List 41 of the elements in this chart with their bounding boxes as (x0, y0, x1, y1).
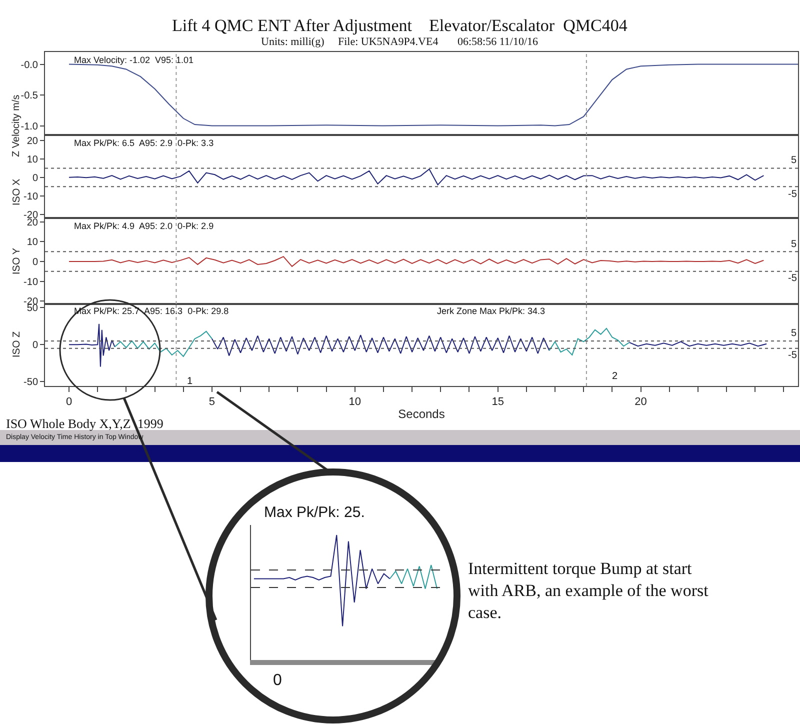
y-tick-label: 10 (26, 237, 38, 248)
text: ISO Whole Body X,Y,Z 1999 (6, 416, 164, 431)
ref-line-label: -5 (788, 350, 798, 361)
y-tick-label: 0 (32, 340, 38, 352)
y-axis-title: ISO Z (12, 331, 22, 358)
x-axis-title: Seconds (398, 407, 445, 422)
text: Intermittent torque Bump at start with ARB, an example of the worst case. (468, 559, 709, 622)
y-tick-label: -50 (24, 377, 38, 388)
ref-line-label: -5 (788, 189, 798, 200)
y-tick-label: 20 (26, 217, 38, 228)
annotation: Jerk Zone Max Pk/Pk: 34.3 (437, 306, 546, 316)
y-axis-title: ISO X (12, 178, 22, 206)
chart-subtitle: Units: milli(g) File: UK5NA9P4.VE4 06:58:56 11/10/16 (261, 36, 539, 48)
y-tick-label: 20 (26, 136, 38, 148)
text: Max Pk/Pk: 25. (264, 504, 365, 521)
y-tick-label: -0.0 (20, 60, 38, 71)
y-axis-title: Z Velocity m/s (11, 94, 22, 157)
x-tick-label: 5 (208, 396, 216, 408)
y-tick-label: -10 (24, 191, 38, 202)
y-tick-label: 10 (26, 154, 38, 166)
x-tick-label: 10 (348, 396, 362, 408)
y-tick-label: -1.0 (20, 121, 38, 132)
y-tick-label: -10 (24, 276, 38, 288)
ref-line-label: -5 (788, 273, 798, 284)
x-tick-label: 20 (634, 396, 647, 408)
annotation: Max Velocity: -1.02 V95: 1.01 (74, 55, 194, 65)
x-tick-label: 15 (492, 396, 504, 408)
ref-line-label: 5 (791, 155, 797, 166)
annotation: 1 (187, 376, 193, 387)
annotation: Max Pk/Pk: 4.9 A95: 2.0 0-Pk: 2.9 (74, 221, 214, 231)
ref-line-label: 5 (791, 239, 797, 250)
y-tick-label: 0 (32, 256, 38, 268)
chart-title: Lift 4 QMC ENT After Adjustment Elevator/Escalator QMC404 (172, 16, 628, 35)
annotation: Max Pk/Pk: 6.5 A95: 2.9 0-Pk: 3.3 (74, 138, 214, 148)
y-tick-label: -0.5 (20, 90, 38, 102)
annotation: 2 (612, 371, 618, 382)
x-tick-label: 0 (66, 396, 72, 408)
text: 0 (273, 672, 282, 689)
y-tick-label: 0 (32, 172, 38, 184)
y-axis-title: ISO Y (12, 248, 22, 274)
ref-line-label: 5 (791, 328, 797, 339)
